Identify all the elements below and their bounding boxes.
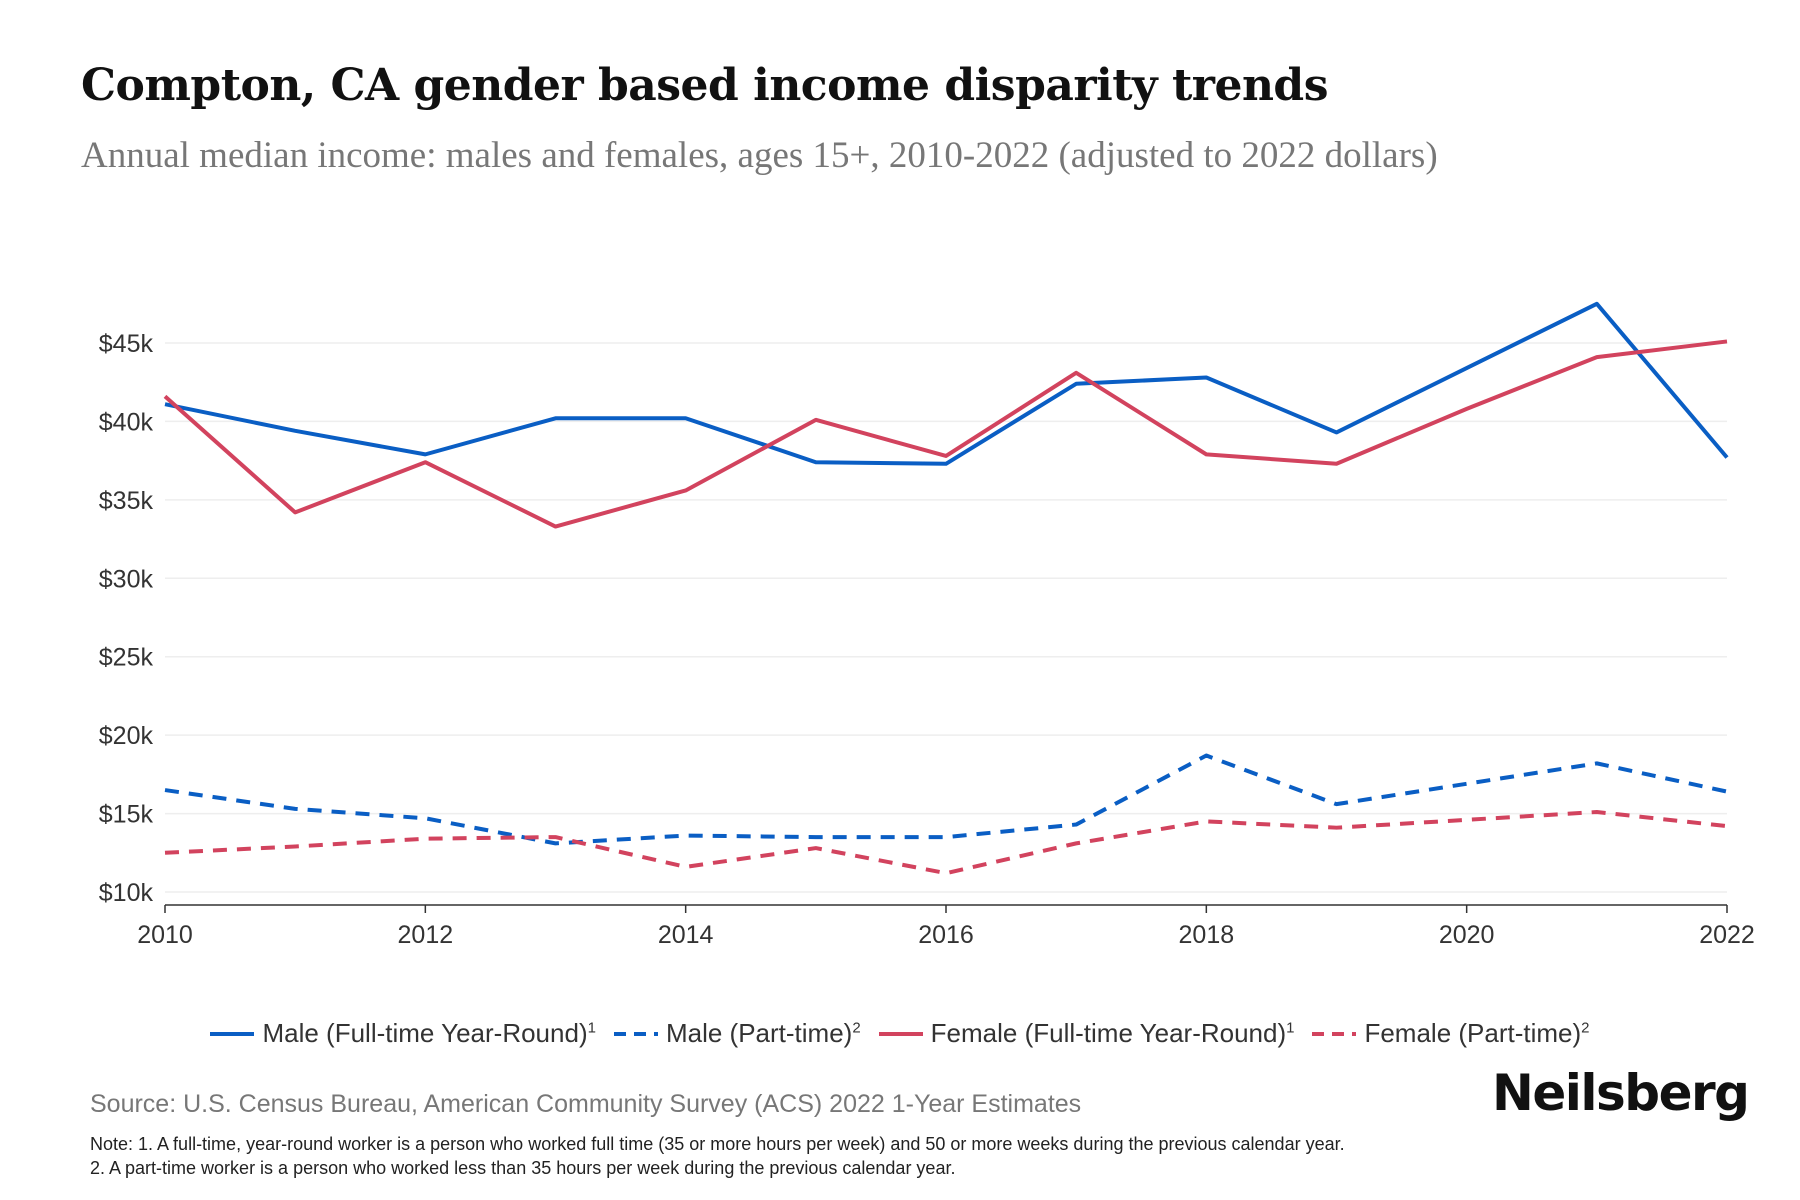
legend-label: Male (Full-time Year-Round)1	[262, 1018, 596, 1048]
legend-label: Female (Full-time Year-Round)1	[930, 1018, 1295, 1048]
chart-title: Compton, CA gender based income disparit…	[81, 60, 1328, 111]
legend-label: Male (Part-time)2	[665, 1018, 861, 1048]
y-tick-label: $30k	[99, 565, 154, 593]
series-line-male-full-time-year-round	[164, 301, 1729, 466]
y-tick-label: $40k	[99, 408, 154, 436]
legend-swatch	[613, 1031, 658, 1036]
legend-footnote-marker: 1	[587, 1019, 596, 1037]
x-tick-label: 2012	[398, 921, 454, 949]
x-tick-label: 2016	[918, 921, 974, 949]
y-tick-label: $35k	[99, 487, 154, 515]
note-2: 2. A part-time worker is a person who wo…	[90, 1158, 956, 1178]
chart-subtitle: Annual median income: males and females,…	[81, 135, 1438, 176]
legend-footnote-marker: 2	[852, 1019, 861, 1037]
legend-item: Male (Full-time Year-Round)1	[210, 1018, 596, 1049]
x-tick-label: 2020	[1439, 921, 1495, 949]
x-tick-label: 2010	[137, 921, 193, 949]
legend-item: Male (Part-time)2	[613, 1018, 861, 1049]
legend-item: Female (Full-time Year-Round)1	[878, 1018, 1295, 1049]
y-tick-label: $15k	[99, 801, 154, 829]
neilsberg-logo: Neilsberg	[1492, 1064, 1750, 1122]
y-tick-label: $10k	[99, 879, 154, 907]
x-tick-label: 2014	[658, 921, 714, 949]
legend-label: Female (Part-time)2	[1364, 1018, 1590, 1048]
line-chart: $10k $15k $20k $25k $30k $35k $40k $45k 2010 2012…	[99, 301, 1755, 949]
series-line-female-part-time	[164, 810, 1728, 876]
legend-swatch	[210, 1031, 255, 1036]
y-tick-label: $20k	[99, 722, 154, 750]
note-1: Note: 1. A full-time, year-round worker …	[90, 1134, 1345, 1154]
series-line-male-part-time	[164, 753, 1728, 846]
legend-swatch	[878, 1031, 923, 1036]
y-tick-label: $45k	[99, 330, 154, 358]
x-tick-label: 2022	[1699, 921, 1755, 949]
legend-footnote-marker: 2	[1581, 1019, 1590, 1037]
legend-footnote-marker: 1	[1286, 1019, 1295, 1037]
legend-swatch	[1312, 1031, 1357, 1036]
y-tick-label: $25k	[99, 644, 154, 672]
legend-item: Female (Part-time)2	[1312, 1018, 1590, 1049]
legend: Male (Full-time Year-Round)1 Male (Part-t…	[0, 1018, 1800, 1049]
series-line-female-full-time-year-round	[163, 339, 1728, 529]
x-tick-label: 2018	[1179, 921, 1235, 949]
source-text: Source: U.S. Census Bureau, American Com…	[90, 1090, 1082, 1118]
